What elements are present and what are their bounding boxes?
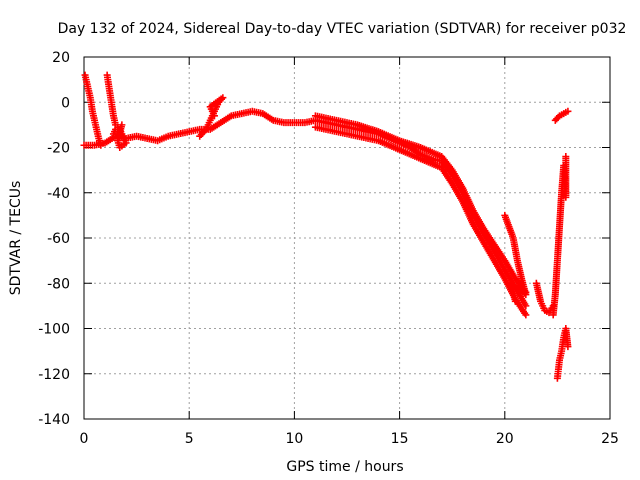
- data-point-interp: [554, 113, 562, 121]
- data-point: [511, 297, 519, 305]
- y-tick-label: -100: [38, 322, 70, 338]
- x-axis-label: GPS time / hours: [286, 459, 403, 475]
- data-point: [564, 107, 572, 115]
- y-tick-label: 20: [52, 50, 70, 66]
- data-point: [210, 112, 218, 120]
- x-tick-label: 20: [496, 431, 514, 447]
- data-marks: [80, 71, 572, 382]
- data-point: [562, 153, 570, 161]
- y-tick-label: -60: [47, 231, 70, 247]
- data-point: [522, 311, 530, 319]
- grid: [84, 57, 610, 419]
- x-tick-label: 15: [391, 431, 409, 447]
- data-point: [118, 121, 126, 129]
- data-point: [564, 343, 572, 351]
- x-tick-label: 5: [185, 431, 194, 447]
- data-point: [522, 302, 530, 310]
- y-tick-label: -40: [47, 186, 70, 202]
- chart-title: Day 132 of 2024, Sidereal Day-to-day VTE…: [58, 21, 627, 37]
- x-tick-label: 0: [80, 431, 89, 447]
- data-point: [97, 141, 105, 149]
- y-axis-label: SDTVAR / TECUs: [8, 181, 24, 296]
- axis-ticks: 0 5 10 15 20 25 -140 -120 -100 -80 -60 -40 -20 0 20: [38, 50, 619, 447]
- y-tick-label: 0: [61, 95, 70, 111]
- plot-frame: [83, 56, 611, 420]
- y-tick-label: -120: [38, 367, 70, 383]
- x-tick-label: 10: [285, 431, 303, 447]
- y-tick-label: -80: [47, 276, 70, 292]
- x-tick-label: 25: [601, 431, 619, 447]
- y-tick-label: -20: [47, 141, 70, 157]
- y-tick-label: -140: [38, 412, 70, 428]
